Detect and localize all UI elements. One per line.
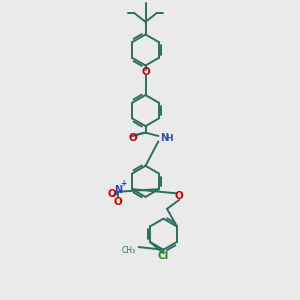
- Text: Cl: Cl: [158, 251, 169, 261]
- Text: N: N: [160, 133, 168, 143]
- Text: O: O: [141, 68, 150, 77]
- Text: O: O: [175, 191, 184, 201]
- Text: CH₃: CH₃: [122, 245, 136, 254]
- Text: H: H: [165, 134, 172, 142]
- Text: O: O: [108, 189, 117, 199]
- Text: O: O: [114, 197, 123, 207]
- Text: O: O: [128, 134, 137, 143]
- Text: N: N: [114, 185, 122, 195]
- Text: +: +: [121, 179, 127, 188]
